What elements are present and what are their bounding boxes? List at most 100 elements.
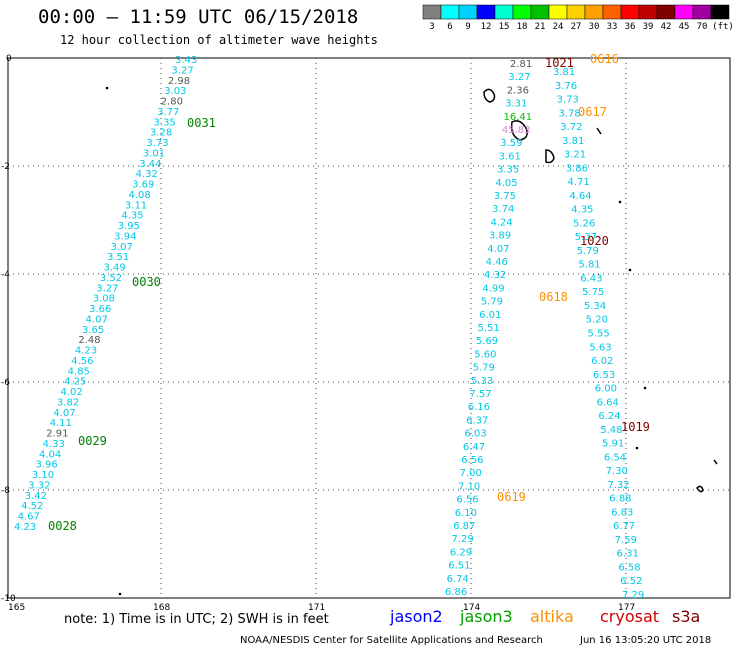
legend-label: (ft)	[712, 22, 734, 32]
wave-height-value: 6.77	[613, 521, 635, 532]
note-text: note: 1) Time is in UTC; 2) SWH is in fe…	[64, 612, 329, 627]
wave-height-value: 3.75	[494, 191, 516, 202]
island-outline	[510, 120, 528, 141]
wave-height-value: 3.07	[111, 242, 133, 253]
wave-height-value: 5.55	[588, 329, 610, 340]
wave-height-value: 4.32	[484, 270, 506, 281]
wave-height-value: 2.98	[168, 76, 190, 87]
legend-label: 24	[552, 22, 564, 32]
wave-height-value: 4.04	[39, 449, 61, 460]
legend-label: 3	[429, 22, 435, 32]
wave-height-value: 7.32	[607, 480, 629, 491]
legend-label: 70	[696, 22, 708, 32]
wave-height-value: 5.63	[589, 342, 611, 353]
wave-height-value: 4.85	[68, 366, 90, 377]
wave-height-value: 4.99	[482, 283, 504, 294]
wave-height-value: 6.56	[456, 495, 478, 506]
pass-label: 0029	[78, 434, 107, 448]
pass-label: 0028	[48, 519, 77, 533]
island-dot	[628, 268, 632, 272]
legend-swatch	[476, 4, 496, 20]
wave-height-value: 3.82	[57, 397, 79, 408]
wave-height-value: 3.44	[139, 159, 161, 170]
wave-height-value: 5.20	[586, 315, 608, 326]
legend-swatch	[584, 4, 604, 20]
legend-swatch	[512, 4, 532, 20]
y-tick-label: -6	[1, 378, 10, 388]
wave-height-value: 4.08	[128, 190, 150, 201]
page-subtitle: 12 hour collection of altimeter wave hei…	[60, 33, 378, 47]
wave-height-value: 4.05	[495, 178, 517, 189]
island-dot	[643, 386, 647, 390]
wave-height-value: 3.81	[553, 67, 575, 78]
wave-height-value: 5.37	[575, 232, 597, 243]
wave-height-value: 3.96	[35, 460, 57, 471]
legend-label: 36	[624, 22, 636, 32]
wave-height-value: 3.81	[562, 136, 584, 147]
island-outline	[713, 459, 718, 465]
legend-labels: 3 6 9 12 15 18 21 24 27 30 33 36 39 42 45 70 (ft)	[423, 22, 734, 36]
wave-height-value: 4.67	[18, 512, 40, 523]
wave-height-value: 5.48	[600, 425, 622, 436]
y-tick-label: 0	[6, 54, 12, 64]
wave-height-value: 6.58	[618, 562, 640, 573]
legend-swatch	[530, 4, 550, 20]
wave-height-value: 6.54	[604, 452, 626, 463]
wave-height-value: 3.76	[555, 81, 577, 92]
wave-height-value: 6.83	[611, 507, 633, 518]
wave-height-value: 4.25	[64, 377, 86, 388]
wave-height-value: 7.30	[606, 466, 628, 477]
wave-height-value: 5.69	[476, 336, 498, 347]
wave-height-value: 5.34	[584, 301, 606, 312]
wave-height-value: 4.71	[568, 177, 590, 188]
wave-height-value: 3.65	[82, 325, 104, 336]
legend-label: 45	[678, 22, 690, 32]
wave-height-value: 4.07	[86, 314, 108, 325]
y-tick-label: -2	[1, 162, 10, 172]
legend-swatch	[548, 4, 568, 20]
wave-height-value: 4.07	[487, 244, 509, 255]
x-tick-label: 165	[8, 603, 25, 613]
satellite-altika: altika	[530, 607, 574, 626]
wave-height-value: 5.33	[471, 376, 493, 387]
y-tick-label: -4	[1, 270, 10, 280]
island-dot	[118, 592, 122, 596]
wave-height-value: 3.77	[157, 107, 179, 118]
wave-height-value: 5.26	[573, 218, 595, 229]
wave-height-value: 7.59	[615, 535, 637, 546]
island-dot	[635, 446, 639, 450]
wave-height-value: 4.56	[71, 356, 93, 367]
wave-height-value: 3.27	[171, 65, 193, 76]
wave-height-value: 6.16	[468, 402, 490, 413]
x-tick-label: 171	[308, 603, 325, 613]
wave-height-value: 7.00	[460, 468, 482, 479]
legend-label: 18	[516, 22, 528, 32]
legend-swatch	[494, 4, 514, 20]
wave-height-value: 7.10	[458, 481, 480, 492]
legend-label: 39	[642, 22, 654, 32]
wave-height-value: 6.87	[453, 521, 475, 532]
wave-height-value: 2.81	[510, 59, 532, 70]
legend-label: 12	[480, 22, 492, 32]
wave-height-value: 6.86	[445, 587, 467, 598]
wave-height-value: 6.56	[461, 455, 483, 466]
pass-label: 0619	[497, 490, 526, 504]
wave-height-value: 6.37	[466, 415, 488, 426]
pass-label: 0617	[578, 105, 607, 119]
wave-height-value: 6.51	[448, 561, 470, 572]
legend-swatch	[440, 4, 460, 20]
legend-label: 6	[447, 22, 453, 32]
wave-height-value: 5.81	[578, 260, 600, 271]
wave-height-value: 7.57	[469, 389, 491, 400]
wave-height-value: 3.42	[25, 491, 47, 502]
satellite-jason2: jason2	[390, 607, 443, 626]
legend-label: 15	[498, 22, 510, 32]
wave-height-value: 3.43	[175, 55, 197, 66]
legend-swatch	[656, 4, 676, 20]
wave-height-value: 4.46	[486, 257, 508, 268]
wave-height-value: 3.66	[89, 304, 111, 315]
legend-swatch	[638, 4, 658, 20]
wave-height-value: 4.32	[136, 169, 158, 180]
wave-height-value: 3.89	[489, 231, 511, 242]
wave-height-value: 3.72	[560, 122, 582, 133]
